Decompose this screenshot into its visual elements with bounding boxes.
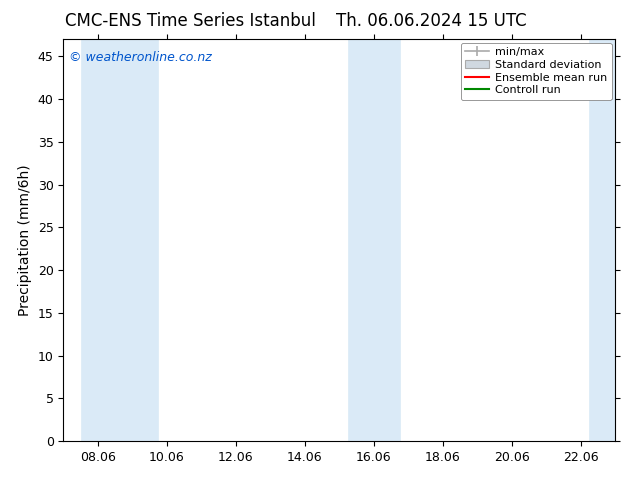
Text: Th. 06.06.2024 15 UTC: Th. 06.06.2024 15 UTC <box>336 12 526 30</box>
Text: © weatheronline.co.nz: © weatheronline.co.nz <box>69 51 212 64</box>
Bar <box>589 39 615 441</box>
Text: CMC-ENS Time Series Istanbul: CMC-ENS Time Series Istanbul <box>65 12 316 30</box>
Bar <box>81 39 158 441</box>
Y-axis label: Precipitation (mm/6h): Precipitation (mm/6h) <box>18 164 32 316</box>
Bar <box>348 39 399 441</box>
Legend: min/max, Standard deviation, Ensemble mean run, Controll run: min/max, Standard deviation, Ensemble me… <box>460 43 612 100</box>
